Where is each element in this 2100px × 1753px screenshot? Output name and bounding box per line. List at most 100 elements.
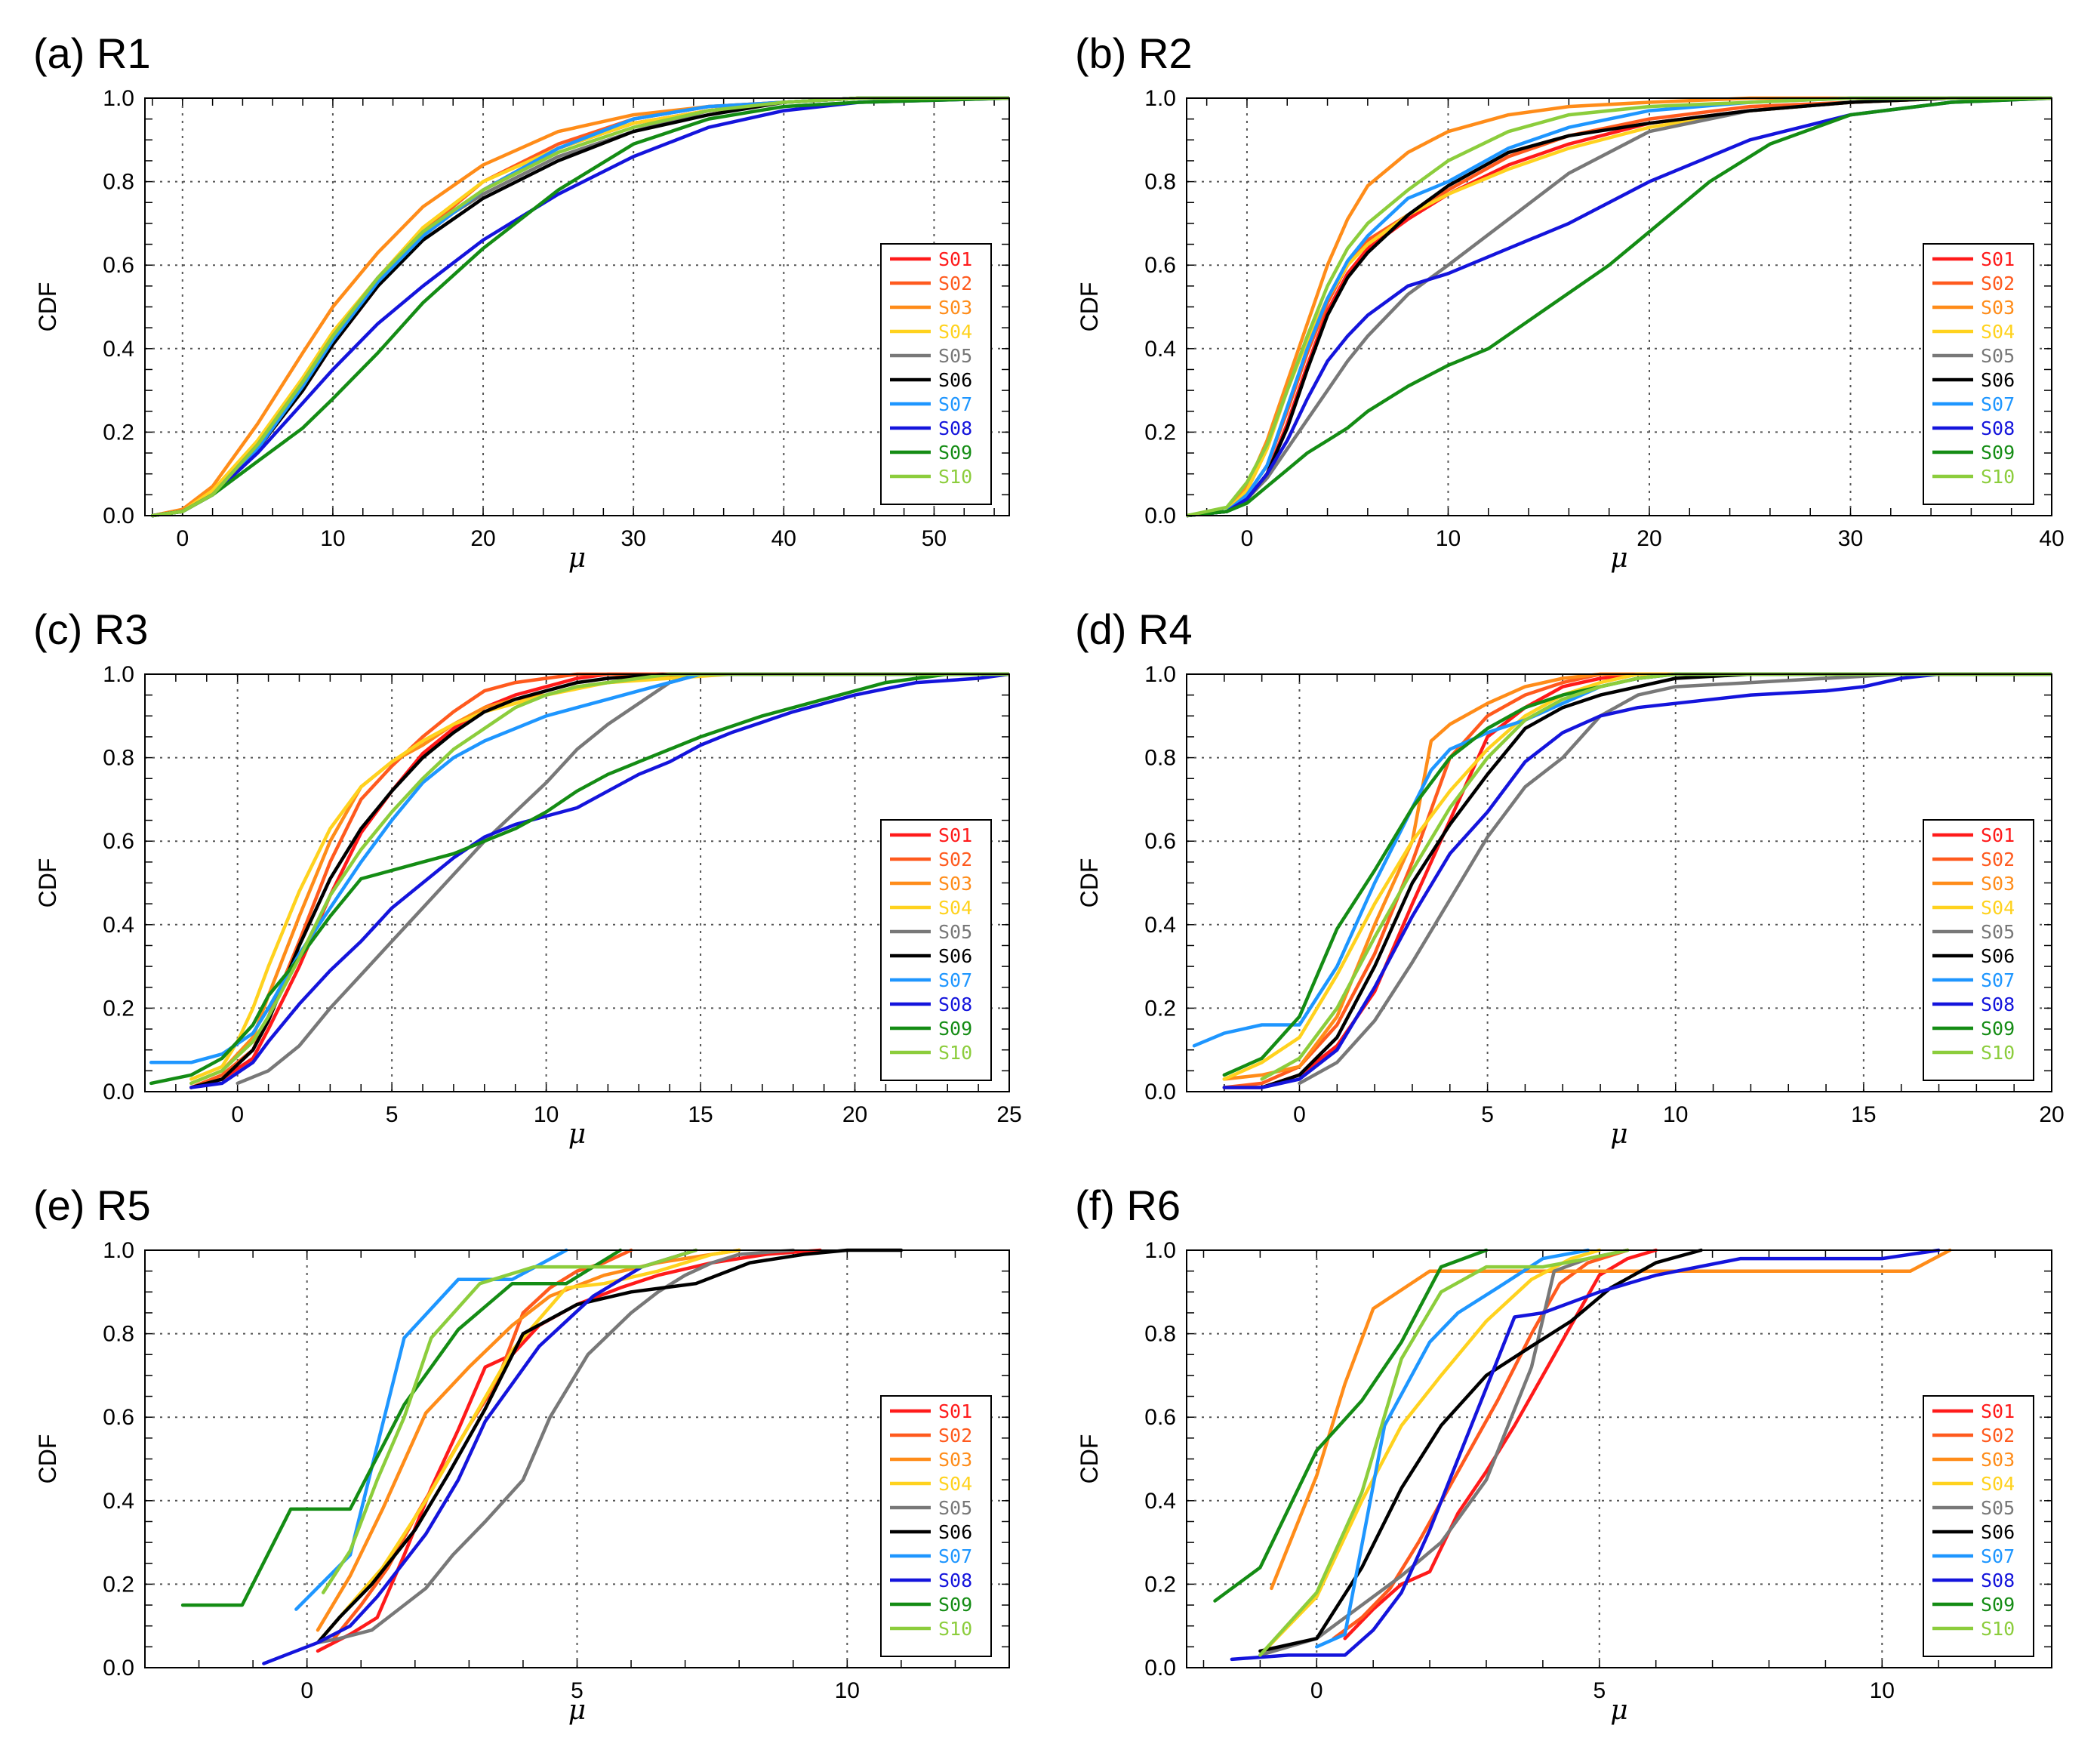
series-line-s05 <box>1298 672 2052 1086</box>
x-tick-label: 15 <box>1851 1102 1876 1127</box>
series-line-s06 <box>1187 96 2052 518</box>
panel-title: (d) R4 <box>1075 605 1193 653</box>
legend-label-s03: S03 <box>938 873 972 895</box>
y-tick-label: 0.6 <box>103 1405 134 1430</box>
x-axis-label: μ <box>1610 1695 1627 1726</box>
y-tick-label: 0.0 <box>1144 1080 1176 1104</box>
legend-label-s07: S07 <box>938 393 972 415</box>
x-tick-label: 25 <box>996 1102 1021 1127</box>
legend-label-s10: S10 <box>938 466 972 488</box>
legend-label-s03: S03 <box>1981 873 2015 895</box>
x-tick-label: 30 <box>620 526 645 551</box>
series-line-s05 <box>1187 96 2052 518</box>
y-tick-label: 0.4 <box>103 1489 134 1514</box>
y-tick-label: 0.6 <box>103 829 134 854</box>
y-tick-label: 0.4 <box>1144 913 1176 938</box>
x-tick-label: 40 <box>2039 526 2064 551</box>
series-line-s04 <box>316 1248 741 1645</box>
x-tick-label: 10 <box>1663 1102 1688 1127</box>
series-line-s08 <box>1187 96 2052 518</box>
y-tick-label: 0.0 <box>1144 1656 1176 1681</box>
series-line-s03 <box>316 1248 741 1632</box>
plot-frame <box>1186 673 2052 1092</box>
legend-label-s05: S05 <box>1981 921 2015 943</box>
x-tick-label: 5 <box>1593 1678 1606 1703</box>
series-line-s07 <box>149 672 1009 1064</box>
legend-label-s05: S05 <box>1981 345 2015 367</box>
series-line-s10 <box>1258 1248 1630 1657</box>
y-axis-label: CDF <box>34 858 61 908</box>
y-tick-label: 0.6 <box>1144 1405 1176 1430</box>
legend-label-s04: S04 <box>938 897 972 919</box>
x-tick-label: 50 <box>922 526 947 551</box>
y-tick-label: 0.8 <box>103 746 134 771</box>
y-tick-label: 0.2 <box>1144 996 1176 1021</box>
series-line-s08 <box>262 1248 698 1665</box>
chart-panel-6: (f) R60 5 100.00.20.40.60.81.0μCDFS01S02S0… <box>1075 1182 2052 1726</box>
legend-label-s06: S06 <box>1981 945 2015 967</box>
series-line-s08 <box>1222 672 2016 1089</box>
x-tick-label: 0 <box>231 1102 244 1127</box>
legend-label-s01: S01 <box>1981 248 2015 270</box>
series-line-s02 <box>1332 1248 1630 1641</box>
series-line-s07 <box>1187 96 2052 518</box>
x-tick-label: 0 <box>176 526 189 551</box>
x-tick-label: 20 <box>2039 1102 2064 1127</box>
legend-label-s10: S10 <box>1981 1042 2015 1064</box>
legend-label-s09: S09 <box>938 1018 972 1040</box>
y-tick-label: 0.4 <box>103 337 134 362</box>
y-tick-label: 0.8 <box>103 1322 134 1347</box>
series-group <box>1213 1248 1952 1662</box>
y-tick-label: 1.0 <box>1144 86 1176 111</box>
y-axis-label: CDF <box>1076 282 1103 332</box>
chart-panel-5: (e) R50 5 100.00.20.40.60.81.0μCDFS01S02S0… <box>33 1182 1010 1726</box>
legend-label-s05: S05 <box>1981 1497 2015 1519</box>
legend-box <box>880 1395 992 1657</box>
series-line-s06 <box>189 672 1009 1089</box>
legend-label-s10: S10 <box>938 1042 972 1064</box>
legend-label-s02: S02 <box>1981 849 2015 870</box>
legend-label-s02: S02 <box>938 849 972 870</box>
legend-label-s04: S04 <box>1981 897 2015 919</box>
y-tick-label: 0.2 <box>103 996 134 1021</box>
x-axis-label: μ <box>1610 543 1627 574</box>
y-tick-label: 0.6 <box>1144 253 1176 278</box>
panel-title: (e) R5 <box>33 1182 151 1229</box>
legend-label-s03: S03 <box>1981 297 2015 319</box>
series-line-s10 <box>1260 672 2052 1081</box>
legend-label-s09: S09 <box>1981 1018 2015 1040</box>
series-line-s09 <box>149 672 1009 1086</box>
series-line-s08 <box>150 96 1009 518</box>
legend-label-s08: S08 <box>1981 994 2015 1015</box>
y-tick-label: 1.0 <box>103 662 134 687</box>
legend-label-s01: S01 <box>938 248 972 270</box>
x-tick-label: 10 <box>1870 1678 1895 1703</box>
plot-frame <box>144 97 1010 516</box>
legend-label-s10: S10 <box>938 1618 972 1640</box>
legend-label-s05: S05 <box>938 1497 972 1519</box>
legend-label-s09: S09 <box>938 1594 972 1616</box>
x-tick-label: 5 <box>1481 1102 1494 1127</box>
y-tick-label: 0.0 <box>103 1080 134 1104</box>
y-tick-label: 1.0 <box>103 1238 134 1263</box>
legend-label-s05: S05 <box>938 921 972 943</box>
series-line-s10 <box>1187 96 2052 518</box>
legend-label-s01: S01 <box>938 824 972 846</box>
legend-label-s03: S03 <box>1981 1449 2015 1471</box>
legend-box <box>1923 243 2034 505</box>
legend-label-s04: S04 <box>938 1473 972 1495</box>
legend-label-s06: S06 <box>938 369 972 391</box>
y-tick-label: 1.0 <box>1144 1238 1176 1263</box>
y-tick-label: 0.8 <box>1144 170 1176 195</box>
x-tick-label: 10 <box>835 1678 860 1703</box>
x-tick-label: 0 <box>1310 1678 1323 1703</box>
chart-panel-1: (a) R1 0 10 20 30 40 50 0.0 0.2 0.4 0.6 0.8 1.0 μ CDF S… <box>33 29 1010 574</box>
legend-label-s09: S09 <box>938 442 972 464</box>
legend-label-s08: S08 <box>1981 417 2015 439</box>
series-line-s06 <box>1258 1248 1703 1653</box>
x-axis-label: μ <box>568 1695 586 1726</box>
y-tick-label: 0.4 <box>1144 1489 1176 1514</box>
y-tick-label: 0.2 <box>103 1572 134 1597</box>
